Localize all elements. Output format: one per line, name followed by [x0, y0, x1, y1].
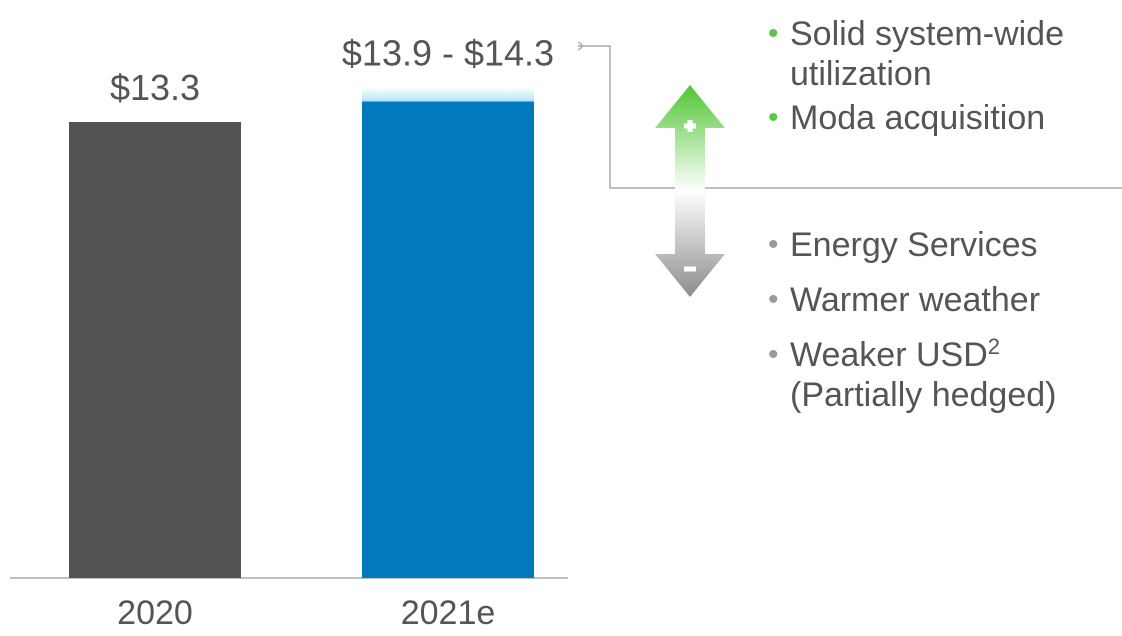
driver: Weaker USD2 (Partially hedged) — [768, 335, 1118, 415]
driver-note: (Partially hedged) — [790, 376, 1057, 414]
bracket-line — [578, 45, 1122, 189]
driver: Energy Services — [768, 225, 1118, 265]
value-label: $13.9 - $14.3 — [342, 33, 554, 74]
driver: Moda acquisition — [768, 98, 1118, 138]
bar — [69, 122, 241, 578]
range-bar — [362, 87, 534, 102]
x-tick-label: 2021e — [401, 594, 496, 632]
driver-text: Weaker USD — [790, 336, 988, 374]
driver: Solid system-wide utilization — [768, 14, 1118, 94]
driver: Warmer weather — [768, 280, 1118, 320]
footnote-marker: 2 — [987, 334, 1001, 359]
x-tick-label: 2020 — [117, 594, 193, 632]
positive-drivers: Solid system-wide utilization Moda acqui… — [768, 14, 1118, 138]
value-label: $13.3 — [110, 67, 200, 108]
plus-icon — [684, 120, 696, 132]
negative-drivers: Energy Services Warmer weather Weaker US… — [768, 225, 1118, 415]
bracket — [577, 41, 583, 51]
driver-arrow — [655, 85, 725, 297]
bar — [362, 101, 534, 578]
